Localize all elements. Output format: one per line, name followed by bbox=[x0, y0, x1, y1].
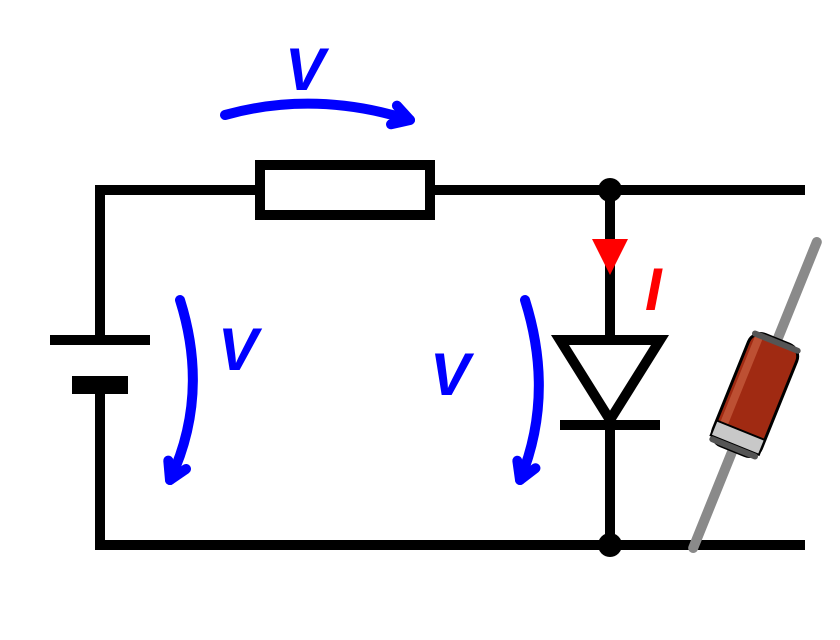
arrow-vr bbox=[225, 104, 410, 120]
resistor bbox=[260, 165, 430, 215]
arrow-vd bbox=[520, 300, 539, 480]
label-vr: V bbox=[285, 36, 330, 103]
label-vd: V bbox=[430, 341, 475, 408]
node-1 bbox=[598, 533, 622, 557]
diode-physical bbox=[708, 330, 801, 461]
arrow-v bbox=[170, 300, 193, 480]
node-0 bbox=[598, 178, 622, 202]
label-v: V bbox=[218, 316, 263, 383]
diode-triangle bbox=[560, 340, 660, 420]
label-id: I bbox=[645, 256, 663, 323]
diode-lead-bottom bbox=[777, 242, 816, 339]
diode-lead-top bbox=[693, 451, 732, 548]
circuit-diagram: V V V I bbox=[0, 0, 840, 640]
current-arrow-icon bbox=[592, 239, 628, 275]
